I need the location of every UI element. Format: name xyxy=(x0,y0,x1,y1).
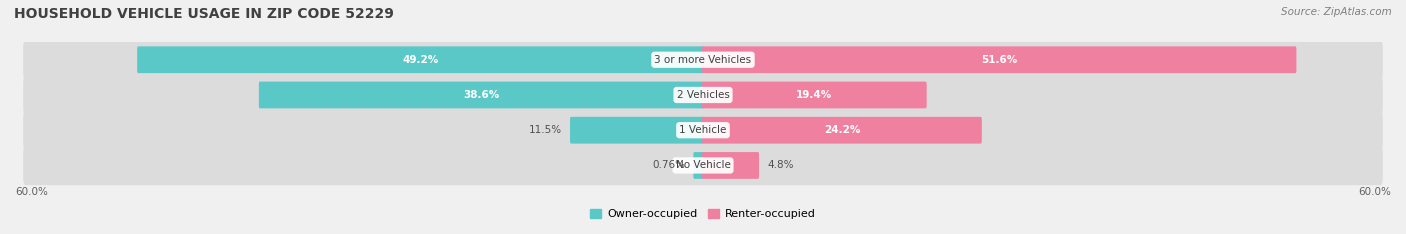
FancyBboxPatch shape xyxy=(24,40,1382,80)
FancyBboxPatch shape xyxy=(702,152,759,179)
FancyBboxPatch shape xyxy=(138,46,704,73)
Text: 11.5%: 11.5% xyxy=(529,125,562,135)
FancyBboxPatch shape xyxy=(702,82,927,108)
FancyBboxPatch shape xyxy=(24,75,1382,115)
FancyBboxPatch shape xyxy=(24,110,1382,150)
Text: 60.0%: 60.0% xyxy=(1358,187,1391,197)
FancyBboxPatch shape xyxy=(702,117,981,144)
Text: 60.0%: 60.0% xyxy=(15,187,48,197)
FancyBboxPatch shape xyxy=(693,152,704,179)
Text: 19.4%: 19.4% xyxy=(796,90,832,100)
FancyBboxPatch shape xyxy=(702,46,1296,73)
Text: 0.76%: 0.76% xyxy=(652,161,685,170)
Text: 51.6%: 51.6% xyxy=(981,55,1018,65)
FancyBboxPatch shape xyxy=(259,82,704,108)
FancyBboxPatch shape xyxy=(24,146,1382,185)
FancyBboxPatch shape xyxy=(569,117,704,144)
Text: 1 Vehicle: 1 Vehicle xyxy=(679,125,727,135)
Text: 2 Vehicles: 2 Vehicles xyxy=(676,90,730,100)
Text: No Vehicle: No Vehicle xyxy=(675,161,731,170)
Text: HOUSEHOLD VEHICLE USAGE IN ZIP CODE 52229: HOUSEHOLD VEHICLE USAGE IN ZIP CODE 5222… xyxy=(14,7,394,21)
Text: 49.2%: 49.2% xyxy=(402,55,439,65)
Text: 4.8%: 4.8% xyxy=(768,161,794,170)
Text: 3 or more Vehicles: 3 or more Vehicles xyxy=(654,55,752,65)
Text: 38.6%: 38.6% xyxy=(463,90,499,100)
Text: Source: ZipAtlas.com: Source: ZipAtlas.com xyxy=(1281,7,1392,17)
Legend: Owner-occupied, Renter-occupied: Owner-occupied, Renter-occupied xyxy=(591,209,815,219)
Text: 24.2%: 24.2% xyxy=(824,125,860,135)
